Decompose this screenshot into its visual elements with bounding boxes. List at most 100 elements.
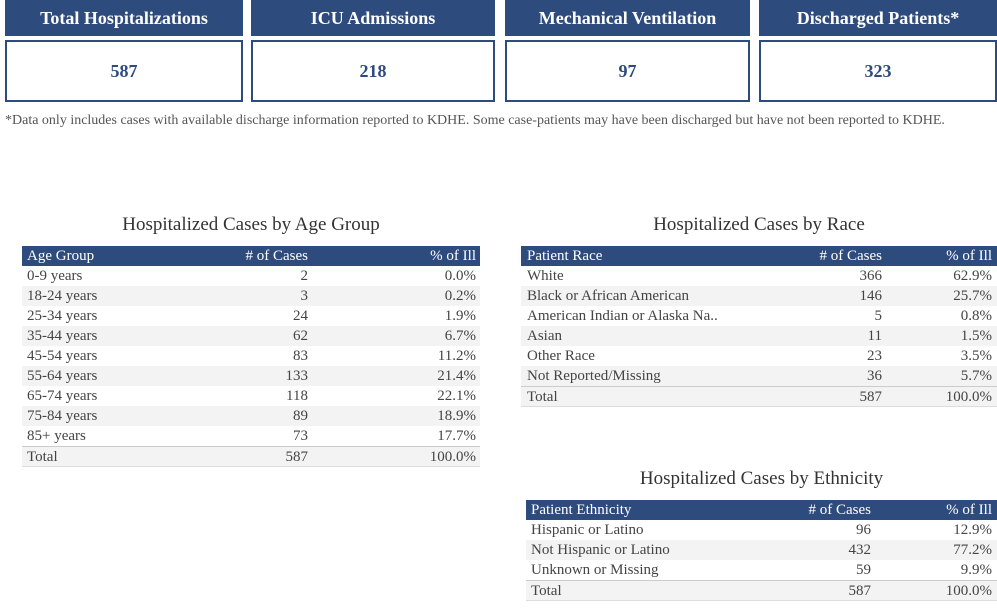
table-row: Hispanic or Latino 96 12.9% — [526, 520, 997, 540]
cell: Not Reported/Missing — [527, 368, 661, 384]
table-row: American Indian or Alaska Na.. 5 0.8% — [521, 306, 997, 326]
card-value: 97 — [505, 40, 750, 102]
table: Age Group # of Cases % of Ill 0-9 years 2 0.0… — [22, 246, 480, 467]
table: Patient Ethnicity # of Cases % of Ill Hispa… — [526, 500, 997, 601]
cell: 18.9% — [437, 408, 476, 424]
cell: 9.9% — [960, 562, 992, 578]
cell: 587 — [285, 449, 309, 465]
cell: Age Group — [27, 248, 95, 264]
cell: 11 — [867, 328, 882, 344]
cell: 85+ years — [27, 428, 86, 444]
table-row: White 366 62.9% — [521, 266, 997, 286]
cell: Other Race — [527, 348, 595, 364]
table-row: 85+ years 73 17.7% — [22, 426, 480, 446]
cell: 587 — [848, 583, 872, 599]
cell: 25-34 years — [27, 308, 98, 324]
cell: # of Cases — [245, 248, 309, 264]
cell: 24 — [293, 308, 308, 324]
table-row: 18-24 years 3 0.2% — [22, 286, 480, 306]
cell: 0.2% — [444, 288, 476, 304]
cell: Unknown or Missing — [531, 562, 659, 578]
cell: 35-44 years — [27, 328, 98, 344]
total-row: Total 587 100.0% — [521, 386, 997, 407]
cell: Not Hispanic or Latino — [531, 542, 670, 558]
table-row: 55-64 years 133 21.4% — [22, 366, 480, 386]
cell: 0.0% — [444, 268, 476, 284]
cell: 432 — [848, 542, 872, 558]
cell: Black or African American — [527, 288, 690, 304]
table-row: Black or African American 146 25.7% — [521, 286, 997, 306]
card-value: 323 — [759, 40, 997, 102]
table-row: 65-74 years 118 22.1% — [22, 386, 480, 406]
table-row: 0-9 years 2 0.0% — [22, 266, 480, 286]
table-row: 25-34 years 24 1.9% — [22, 306, 480, 326]
cell: 22.1% — [437, 388, 476, 404]
cell: 5.7% — [960, 368, 992, 384]
table: Patient Race # of Cases % of Ill White 366 62… — [521, 246, 997, 407]
cell: 146 — [859, 288, 883, 304]
table-row: Not Hispanic or Latino 432 77.2% — [526, 540, 997, 560]
cell: Patient Ethnicity — [531, 502, 632, 518]
cell: 133 — [285, 368, 309, 384]
table-row: Unknown or Missing 59 9.9% — [526, 560, 997, 580]
cell: 21.4% — [437, 368, 476, 384]
cell: Patient Race — [527, 248, 603, 264]
cell: 77.2% — [953, 542, 992, 558]
cell: 100.0% — [945, 583, 992, 599]
card-title: Mechanical Ventilation — [505, 0, 750, 36]
cell: 45-54 years — [27, 348, 98, 364]
cell: 0-9 years — [27, 268, 83, 284]
cell: 17.7% — [437, 428, 476, 444]
table-title: Hospitalized Cases by Race — [653, 214, 865, 235]
cell: 11.2% — [437, 348, 476, 364]
cell: 96 — [856, 522, 871, 538]
cell: White — [527, 268, 564, 284]
table-row: 45-54 years 83 11.2% — [22, 346, 480, 366]
table-row: Asian 11 1.5% — [521, 326, 997, 346]
total-row: Total 587 100.0% — [526, 580, 997, 601]
cell: # of Cases — [808, 502, 872, 518]
cell: 36 — [867, 368, 882, 384]
table-row: 75-84 years 89 18.9% — [22, 406, 480, 426]
cell: 12.9% — [953, 522, 992, 538]
cell: 18-24 years — [27, 288, 98, 304]
card-value: 587 — [5, 40, 243, 102]
cell: 75-84 years — [27, 408, 98, 424]
cell: 59 — [856, 562, 871, 578]
cell: 62.9% — [953, 268, 992, 284]
cell: Total — [27, 449, 58, 465]
cell: # of Cases — [819, 248, 883, 264]
cell: 5 — [874, 308, 883, 324]
cell: 100.0% — [945, 389, 992, 405]
cell: 6.7% — [444, 328, 476, 344]
cell: 23 — [867, 348, 882, 364]
table-row: Other Race 23 3.5% — [521, 346, 997, 366]
cell: 1.9% — [444, 308, 476, 324]
table-title: Hospitalized Cases by Ethnicity — [639, 468, 884, 489]
cell: % of Ill — [946, 502, 992, 518]
cell: 0.8% — [960, 308, 992, 324]
cell: 587 — [859, 389, 883, 405]
card-title: ICU Admissions — [251, 0, 495, 36]
cell: % of Ill — [430, 248, 476, 264]
table-header: Age Group # of Cases % of Ill — [22, 246, 480, 266]
cell: 118 — [286, 388, 308, 404]
cell: 100.0% — [429, 449, 476, 465]
cell: 2 — [300, 268, 309, 284]
cell: 83 — [293, 348, 308, 364]
cell: 89 — [293, 408, 308, 424]
cell: Hispanic or Latino — [531, 522, 644, 538]
cell: 62 — [293, 328, 308, 344]
cell: 65-74 years — [27, 388, 98, 404]
cell: Total — [527, 389, 558, 405]
cell: 366 — [859, 268, 883, 284]
cell: 73 — [293, 428, 308, 444]
table-header: Patient Race # of Cases % of Ill — [521, 246, 997, 266]
cell: 1.5% — [960, 328, 992, 344]
cell: American Indian or Alaska Na.. — [527, 308, 718, 324]
cell: Total — [531, 583, 562, 599]
table-row: 35-44 years 62 6.7% — [22, 326, 480, 346]
cell: 3.5% — [960, 348, 992, 364]
card-value: 218 — [251, 40, 495, 102]
cell: 3 — [300, 288, 309, 304]
